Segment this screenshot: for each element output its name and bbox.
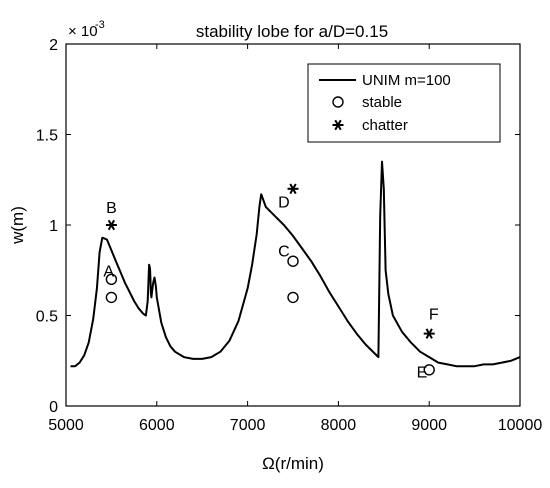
- x-axis-title: Ω(r/min): [262, 454, 324, 473]
- stability-lobe-line: [70, 160, 521, 368]
- x-tick-label: 5000: [48, 417, 84, 434]
- x-tick-label: 10000: [498, 417, 543, 434]
- point-label-a: A: [103, 263, 114, 280]
- legend-circle-swatch: [332, 96, 344, 108]
- plot-markers: [105, 183, 435, 376]
- legend-label-unim: UNIM m=100: [362, 72, 451, 89]
- y-axis-title: w(m): [8, 206, 27, 245]
- stable-point: [287, 291, 299, 304]
- stable-point: [105, 273, 118, 285]
- legend-label-chatter: chatter: [362, 117, 408, 134]
- y-exponent-power: -3: [95, 19, 105, 31]
- y-tick-label: 2: [49, 37, 58, 54]
- legend-label-stable: stable: [362, 94, 402, 111]
- chatter-point: [105, 219, 117, 231]
- chatter-point: [287, 183, 299, 195]
- point-label-e: E: [417, 365, 428, 382]
- stable-point: [423, 364, 435, 376]
- legend-star-icon: [332, 119, 344, 131]
- point-annotations: A B C D E F: [103, 194, 439, 381]
- legend-star-swatch: [332, 119, 344, 131]
- y-exponent: × 10 -3: [68, 19, 105, 40]
- plot-data: [70, 160, 521, 368]
- chatter-point: [423, 328, 435, 339]
- y-tick-label: 1.5: [36, 128, 58, 145]
- point-label-c: C: [278, 243, 290, 260]
- point-label-d: D: [278, 194, 290, 211]
- y-tick-label: 1: [49, 218, 58, 235]
- stable-point: [105, 291, 118, 304]
- point-label-f: F: [429, 307, 439, 324]
- x-tick-label: 6000: [139, 417, 175, 434]
- y-tick-label: 0.5: [36, 309, 58, 326]
- y-exponent-base: × 10: [68, 23, 98, 40]
- legend: UNIM m=100 stable chatter: [307, 63, 501, 143]
- y-tick-label: 0: [49, 399, 58, 416]
- stable-point: [287, 255, 299, 267]
- axis-ticks: 5000 6000 7000 8000 9000 10000 0 0.5 1 1.5 2: [36, 37, 543, 434]
- chart-title: stability lobe for a/D=0.15: [196, 22, 388, 41]
- x-tick-label: 8000: [321, 417, 357, 434]
- point-label-b: B: [106, 200, 117, 217]
- x-tick-label: 9000: [411, 417, 447, 434]
- x-tick-label: 7000: [230, 417, 266, 434]
